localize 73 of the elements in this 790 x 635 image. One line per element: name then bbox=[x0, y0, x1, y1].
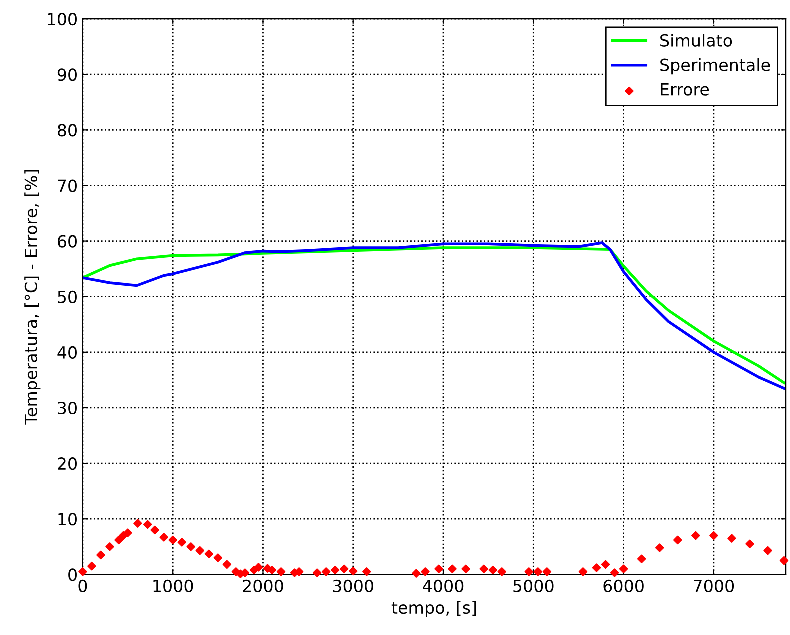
x-tick-label: 7000 bbox=[694, 580, 734, 592]
point bbox=[637, 554, 646, 564]
point bbox=[542, 568, 552, 576]
x-tick-label: 2000 bbox=[243, 580, 284, 592]
point bbox=[488, 566, 498, 575]
point bbox=[578, 568, 588, 576]
point bbox=[134, 519, 142, 528]
point bbox=[601, 560, 610, 570]
point bbox=[746, 540, 754, 548]
point bbox=[96, 550, 106, 560]
x-tick-label: 3000 bbox=[333, 580, 374, 592]
point bbox=[88, 562, 96, 571]
point bbox=[655, 544, 664, 552]
legend-label: Simulato bbox=[660, 34, 732, 47]
point bbox=[214, 554, 223, 562]
legend-label: Sperimentale bbox=[660, 58, 770, 75]
point bbox=[592, 564, 602, 572]
x-tick-label: 1000 bbox=[154, 580, 194, 592]
point bbox=[114, 536, 124, 545]
y-tick-label: 40 bbox=[58, 346, 77, 359]
x-tick-label: 4000 bbox=[423, 580, 464, 592]
y-tick-label: 20 bbox=[58, 458, 77, 470]
point bbox=[710, 531, 718, 540]
point bbox=[106, 542, 114, 552]
point bbox=[362, 568, 372, 576]
point bbox=[150, 526, 160, 535]
x-tick-label: 0 bbox=[78, 580, 88, 592]
point bbox=[674, 536, 682, 545]
point bbox=[254, 563, 264, 572]
point bbox=[160, 533, 168, 542]
point bbox=[276, 568, 286, 576]
point bbox=[524, 568, 534, 576]
point bbox=[610, 568, 620, 578]
y-tick-label: 30 bbox=[58, 402, 77, 415]
y-tick-label: 80 bbox=[58, 124, 77, 137]
point bbox=[434, 564, 444, 574]
point bbox=[143, 520, 152, 530]
point bbox=[692, 531, 700, 540]
x-tick-label: 6000 bbox=[604, 580, 644, 592]
point bbox=[498, 568, 506, 576]
y-tick-label: 70 bbox=[58, 180, 77, 192]
point bbox=[222, 560, 232, 570]
x-axis-title: tempo, [s] bbox=[392, 601, 476, 618]
point bbox=[728, 534, 736, 543]
point bbox=[349, 566, 358, 576]
point bbox=[764, 546, 772, 556]
y-tick-label: 100 bbox=[48, 13, 77, 26]
point bbox=[186, 542, 196, 552]
point bbox=[322, 568, 331, 576]
point bbox=[330, 566, 340, 575]
y-tick-label: 50 bbox=[58, 290, 77, 304]
point bbox=[196, 546, 205, 556]
y-tick-label: 60 bbox=[58, 235, 77, 248]
y-tick-label: 90 bbox=[58, 68, 77, 82]
point bbox=[619, 564, 628, 574]
x-tick-label: 5000 bbox=[514, 580, 554, 592]
point bbox=[780, 556, 789, 566]
y-tick-label: 0 bbox=[68, 568, 77, 582]
y-axis-title: Temperatura, [°C] - Errore, [%] bbox=[24, 170, 41, 425]
y-tick-label: 10 bbox=[58, 513, 77, 526]
point bbox=[178, 538, 186, 547]
point bbox=[421, 568, 430, 576]
point bbox=[480, 564, 488, 574]
point bbox=[448, 564, 457, 574]
point bbox=[534, 568, 543, 576]
point bbox=[124, 528, 132, 538]
point bbox=[312, 568, 322, 578]
point bbox=[462, 564, 470, 574]
legend-label: Errore bbox=[661, 83, 710, 96]
point bbox=[168, 536, 178, 545]
point bbox=[204, 550, 214, 558]
point bbox=[340, 564, 349, 574]
point bbox=[412, 569, 421, 578]
